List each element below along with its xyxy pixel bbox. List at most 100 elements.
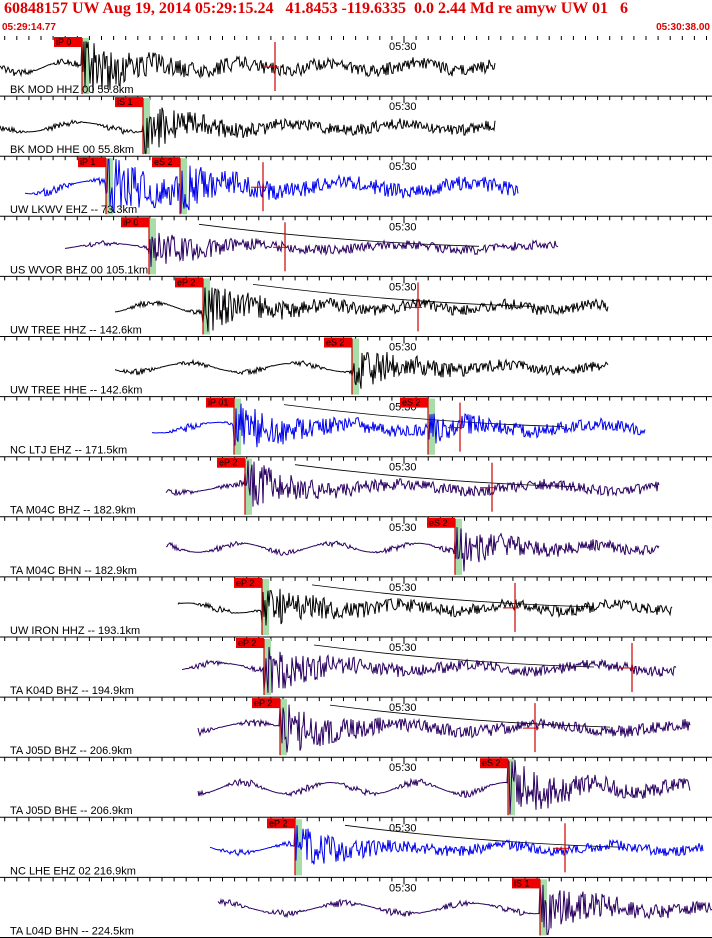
station-label: UW IRON HHZ -- 193.1km <box>10 625 140 637</box>
time-tick-label: 05:30 <box>389 221 417 233</box>
station-label: BK MOD HHE 00 55.8km <box>10 144 134 156</box>
pick-window <box>149 218 156 275</box>
waveform-trace[interactable] <box>165 527 660 572</box>
station-label: TA L04D BHN -- 224.5km <box>10 925 134 937</box>
station-label: US WVOR BHZ 00 105.1km <box>10 264 148 276</box>
event-title: 60848157 UW Aug 19, 2014 05:29:15.24 41.… <box>4 0 628 17</box>
pick-label: eP 2 <box>177 277 195 287</box>
trace-row[interactable]: 05:30 eP 2 UW IRON HHZ -- 193.1km <box>0 576 712 638</box>
trace-row[interactable]: 05:30 iP 1 eS 2 UW LKWV EHZ -- 73.3km <box>0 156 712 217</box>
pick-label: eS 2 <box>402 398 421 408</box>
waveform-trace[interactable] <box>217 883 712 936</box>
trace-row[interactable]: 05:30 eP 2 TA J05D BHZ -- 206.9km <box>0 697 712 758</box>
station-label: UW LKWV EHZ -- 73.3km <box>10 204 137 216</box>
pick-flag[interactable] <box>115 97 143 108</box>
pick-flag[interactable] <box>236 638 264 648</box>
moveout-curve <box>313 644 595 668</box>
moveout-curve <box>198 223 480 247</box>
trace-row[interactable]: 05:30 eS 2 UW TREE HHE -- 142.6km <box>0 336 712 398</box>
station-label: NC LHE EHZ 02 216.9km <box>10 865 136 877</box>
pick-window <box>280 699 287 756</box>
time-tick-label: 05:30 <box>389 522 417 534</box>
waveform-trace[interactable] <box>181 646 677 693</box>
time-tick-label: 05:30 <box>389 462 417 474</box>
waveform-trace[interactable] <box>197 704 691 753</box>
station-label: NC LTJ EHZ -- 171.5km <box>10 445 127 457</box>
time-tick-label: 05:30 <box>389 41 417 53</box>
station-label: TA K04D BHZ -- 194.9km <box>10 685 134 697</box>
pick-flag[interactable] <box>427 517 455 528</box>
waveform-trace[interactable] <box>114 352 609 389</box>
time-tick-label: 05:30 <box>389 582 417 594</box>
waveform-trace[interactable] <box>114 287 609 332</box>
pick-flag[interactable] <box>78 157 106 168</box>
time-tick-label: 05:30 <box>389 702 417 714</box>
pick-flag[interactable] <box>252 698 280 709</box>
waveform-trace[interactable] <box>0 107 496 154</box>
waveform-trace[interactable] <box>209 825 704 865</box>
pick-label: eS 2 <box>429 518 448 528</box>
window-end-time: 05:30:38.00 <box>656 22 710 33</box>
pick-flag[interactable] <box>480 758 508 769</box>
pick-window <box>203 278 210 335</box>
seismogram-panel[interactable]: 05:30 iP 0 BK MOD HHZ 00 55.8km 05:30 iS 1 BK… <box>0 36 712 938</box>
pick-label: eS 2 <box>326 338 345 348</box>
pick-flag[interactable] <box>175 277 203 288</box>
pick-label: iP 0 <box>56 37 71 47</box>
pick-flag[interactable] <box>206 397 234 408</box>
pick-flag[interactable] <box>324 337 352 348</box>
time-tick-label: 05:30 <box>389 762 417 774</box>
pick-label: eS 2 <box>482 758 501 768</box>
window-start-time: 05:29:14.77 <box>2 22 56 33</box>
pick-label: iS 1 <box>117 97 133 107</box>
pick-flag[interactable] <box>54 37 82 47</box>
trace-row[interactable]: 05:30 iS 1 BK MOD HHE 00 55.8km <box>0 96 712 157</box>
station-label: UW TREE HHZ -- 142.6km <box>10 324 142 336</box>
pick-label: eP 2 <box>254 698 272 708</box>
pick-label: eP 2 <box>219 458 237 468</box>
trace-row[interactable]: 05:30 eP 2 TA K04D BHZ -- 194.9km <box>0 637 712 698</box>
pick-label: iP 1 <box>80 157 95 167</box>
pick-flag[interactable] <box>234 577 262 588</box>
pick-label: iP 0 <box>123 217 138 227</box>
pick-window <box>455 518 462 575</box>
station-label: TA M04C BHN -- 182.9km <box>10 565 137 577</box>
pick-window <box>180 158 187 215</box>
trace-row[interactable]: 05:30 eP 2 TA M04C BHZ -- 182.9km <box>0 456 712 518</box>
pick-window <box>264 639 271 696</box>
pick-label: eP 2 <box>236 578 254 588</box>
trace-row[interactable]: 05:30 eS 2 TA M04C BHN -- 182.9km <box>0 516 712 578</box>
pick-label: iS 1 <box>514 878 530 888</box>
waveform-trace[interactable] <box>24 158 519 214</box>
trace-row[interactable]: 05:30 eP 2 UW TREE HHZ -- 142.6km <box>0 276 712 337</box>
pick-flag[interactable] <box>267 818 295 829</box>
station-label: TA J05D BHZ -- 206.9km <box>10 745 132 757</box>
pick-label: iP 01 <box>208 398 228 408</box>
trace-row[interactable]: 05:30 iP 0 US WVOR BHZ 00 105.1km <box>0 216 712 277</box>
pick-flag[interactable] <box>121 217 149 228</box>
moveout-curve <box>283 404 565 427</box>
waveform-trace[interactable] <box>165 460 660 507</box>
waveform-trace[interactable] <box>197 758 691 815</box>
pick-label: eS 2 <box>154 157 173 167</box>
time-tick-label: 05:30 <box>389 281 417 293</box>
pick-flag[interactable] <box>400 397 428 408</box>
pick-flag[interactable] <box>217 457 245 468</box>
pick-flag[interactable] <box>512 878 540 889</box>
pick-window <box>234 398 241 455</box>
time-tick-label: 05:30 <box>389 342 417 354</box>
pick-flag[interactable] <box>152 157 180 168</box>
waveform-trace[interactable] <box>64 232 559 267</box>
waveform-trace[interactable] <box>177 588 673 626</box>
station-label: UW TREE HHE -- 142.6km <box>10 385 142 397</box>
trace-row[interactable]: 05:30 iS 1 TA L04D BHN -- 224.5km <box>0 877 712 938</box>
event-header: 60848157 UW Aug 19, 2014 05:29:15.24 41.… <box>0 0 712 36</box>
trace-row[interactable]: 05:30 iP 0 BK MOD HHZ 00 55.8km <box>0 36 712 97</box>
station-label: TA M04C BHZ -- 182.9km <box>10 505 136 517</box>
trace-row[interactable]: 05:30 eS 2 TA J05D BHE -- 206.9km <box>0 757 712 818</box>
time-tick-label: 05:30 <box>389 642 417 654</box>
station-label: TA J05D BHE -- 206.9km <box>10 805 133 817</box>
time-tick-label: 05:30 <box>389 161 417 173</box>
